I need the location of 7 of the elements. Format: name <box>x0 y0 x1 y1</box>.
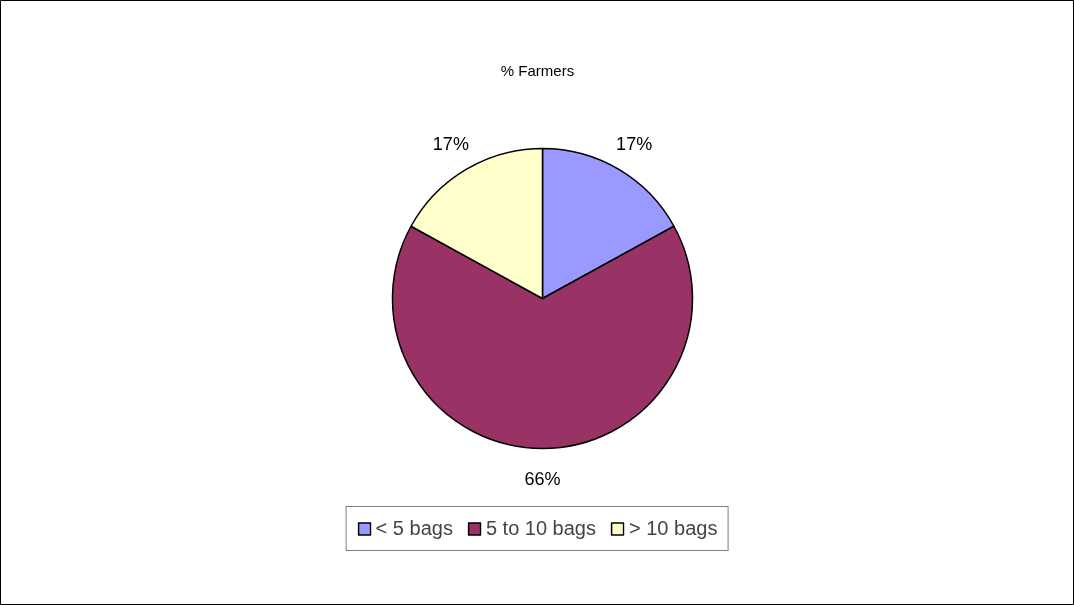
legend-label: 5 to 10 bags <box>485 517 596 540</box>
data-label: 66% <box>524 468 561 489</box>
data-label: 17% <box>616 133 653 154</box>
data-label: 17% <box>432 133 469 154</box>
legend-label: > 10 bags <box>628 517 718 540</box>
chart-title: % Farmers <box>500 62 575 79</box>
legend-label: < 5 bags <box>375 517 453 540</box>
